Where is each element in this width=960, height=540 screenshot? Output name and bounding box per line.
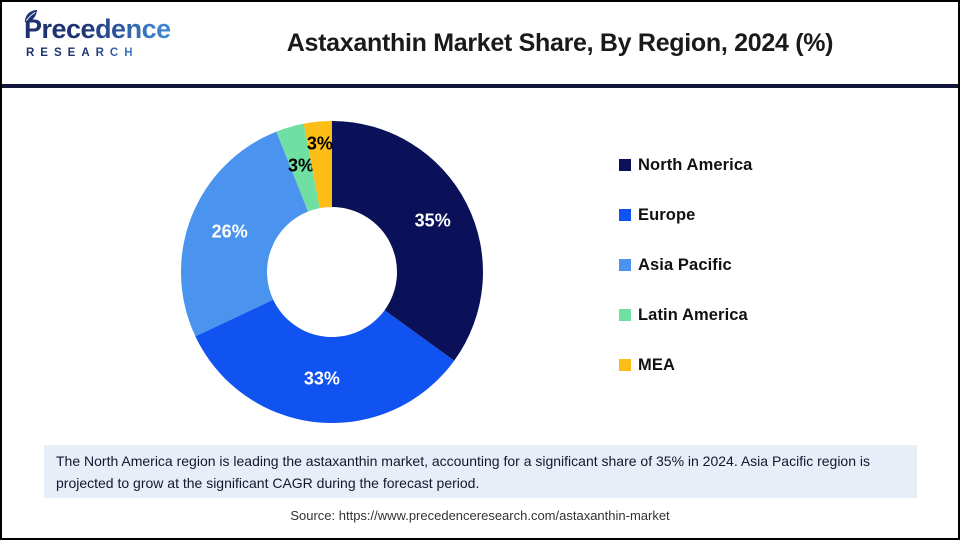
logo-brand-text: Precedence [24, 14, 171, 44]
slice-label-mea: 3% [307, 134, 333, 154]
legend-swatch-europe [619, 209, 631, 221]
precedence-research-logo: Precedence RESEARCH [22, 9, 212, 61]
legend-label-mea: MEA [638, 355, 675, 374]
legend-label-north-america: North America [638, 155, 753, 174]
leaf-icon [24, 9, 38, 23]
header: Precedence RESEARCH Astaxanthin Market S… [2, 2, 958, 84]
pie-slice-mea [303, 121, 332, 209]
logo-subtitle-text: RESEARCH [22, 47, 139, 59]
legend-item-north-america: North America [619, 140, 752, 190]
legend-label-europe: Europe [638, 205, 696, 224]
legend-label-asia-pacific: Asia Pacific [638, 255, 732, 274]
slice-label-asia-pacific: 26% [212, 222, 248, 242]
legend-swatch-north-america [619, 159, 631, 171]
source-text: Source: https://www.precedenceresearch.c… [290, 508, 670, 523]
slice-label-europe: 33% [304, 369, 340, 389]
legend-swatch-mea [619, 359, 631, 371]
legend-item-mea: MEA [619, 340, 752, 390]
legend-item-asia-pacific: Asia Pacific [619, 240, 752, 290]
donut-chart-svg: 35% 33% 26% 3%3% [180, 121, 484, 424]
legend-swatch-asia-pacific [619, 259, 631, 271]
legend-label-latin-america: Latin America [638, 305, 748, 324]
donut-chart: 35% 33% 26% 3% 3% [162, 102, 502, 442]
pie-slice-north-america [332, 121, 484, 361]
legend-item-europe: Europe [619, 190, 752, 240]
legend-item-latin-america: Latin America [619, 290, 752, 340]
slice-label-north-america: 35% [415, 211, 451, 231]
note-box: The North America region is leading the … [44, 445, 917, 498]
slice-label-latin-america: 3% [288, 155, 314, 175]
chart-legend: North America Europe Asia Pacific Latin Ame… [619, 140, 752, 390]
legend-swatch-latin-america [619, 309, 631, 321]
pie-slice-latin-america [276, 123, 320, 212]
page-title: Astaxanthin Market Share, By Region, 202… [286, 29, 834, 57]
pie-slice-asia-pacific [180, 131, 309, 337]
note-text: The North America region is leading the … [56, 453, 871, 491]
header-divider [2, 84, 958, 88]
pie-slice-europe [195, 299, 455, 424]
